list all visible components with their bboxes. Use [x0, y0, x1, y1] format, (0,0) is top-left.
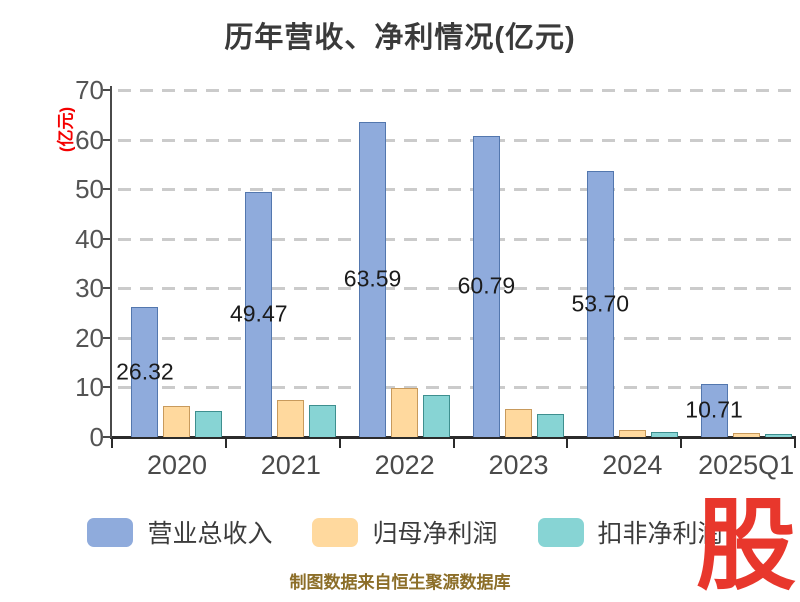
legend-label: 营业总收入 [147, 520, 273, 548]
legend-item-3[interactable]: 扣非净利润 [537, 514, 723, 550]
gridline-40 [118, 237, 795, 241]
bar-2021-series1 [277, 399, 305, 437]
y-tick-mark [103, 237, 112, 240]
legend-item-2[interactable]: 归母净利润 [312, 514, 498, 550]
y-tick-label-0: 0 [89, 422, 104, 452]
bar-2022-series1 [391, 388, 419, 437]
x-tick-mark [224, 439, 227, 448]
y-tick-mark [103, 89, 112, 91]
bar-2023-series0 [472, 135, 500, 437]
x-label-2020: 2020 [146, 450, 208, 480]
bar-2023-series2 [536, 413, 564, 437]
gridline-20 [118, 336, 795, 340]
gridline-60 [118, 138, 795, 142]
bar-2024-series1 [618, 429, 646, 437]
gridline-70 [118, 89, 795, 92]
legend-swatch-icon [87, 517, 134, 547]
y-tick-label-70: 70 [75, 75, 104, 105]
bar-value-label-2022: 63.59 [343, 265, 402, 292]
y-tick-mark [103, 188, 112, 191]
x-tick-mark [111, 439, 113, 448]
x-tick-mark [338, 439, 341, 448]
x-tick-mark [794, 439, 796, 448]
gridline-30 [118, 287, 795, 291]
stock-logo: 股 [696, 490, 796, 602]
legend-label: 扣非净利润 [597, 520, 723, 548]
plot-area: 26.32 49.47 63.59 60.79 53.70 10.71 [112, 89, 795, 437]
bar-value-label-2023: 60.79 [457, 272, 516, 299]
x-tick-mark [452, 439, 455, 448]
y-tick-label-20: 20 [75, 322, 104, 353]
bar-2022-series0 [359, 121, 387, 437]
bar-2024-series2 [650, 432, 678, 437]
x-label-2025Q1: 2025Q1 [698, 450, 795, 480]
bar-value-label-2020: 26.32 [116, 358, 174, 385]
x-tick-mark [566, 439, 569, 448]
y-tick-mark [103, 336, 112, 339]
legend-swatch-icon [312, 517, 359, 547]
y-tick-label-10: 10 [75, 372, 104, 403]
x-tick-mark [680, 439, 683, 448]
x-axis-line [110, 436, 796, 439]
y-tick-label-60: 60 [75, 124, 104, 155]
bar-2020-series2 [195, 411, 223, 437]
bar-2025Q1-series1 [732, 432, 760, 437]
bar-2021-series2 [309, 405, 337, 437]
bar-2021-series0 [245, 191, 273, 437]
legend-item-1[interactable]: 营业总收入 [87, 514, 272, 550]
y-tick-mark [103, 138, 112, 141]
legend: 营业总收入 归母净利润 扣非净利润 [0, 514, 800, 550]
x-label-2022: 2022 [374, 450, 435, 480]
x-label-2023: 2023 [488, 450, 549, 480]
x-label-2024: 2024 [602, 450, 663, 480]
bar-2020-series1 [163, 405, 191, 437]
y-tick-mark [103, 436, 112, 438]
legend-label: 归母净利润 [372, 520, 498, 548]
source-caption: 制图数据来自恒生聚源数据库 [289, 573, 511, 592]
gridline-10 [118, 386, 795, 390]
y-axis-line [110, 86, 112, 438]
bar-2024-series0 [586, 170, 614, 437]
legend-swatch-icon [537, 517, 584, 547]
y-tick-label-40: 40 [75, 223, 104, 254]
y-tick-label-50: 50 [75, 174, 104, 205]
bar-2020-series0 [131, 306, 159, 437]
bar-value-label-2021: 49.47 [229, 300, 288, 327]
chart-title: 历年营收、净利情况(亿元) [224, 22, 576, 54]
x-label-2021: 2021 [260, 450, 321, 480]
bar-2022-series2 [423, 394, 451, 437]
gridline-50 [118, 188, 795, 192]
y-tick-mark [103, 386, 112, 389]
y-tick-mark [103, 287, 112, 290]
bar-value-label-2024: 53.70 [571, 290, 630, 317]
bar-2025Q1-series2 [764, 434, 792, 437]
bar-2023-series1 [504, 409, 532, 437]
y-tick-label-30: 30 [75, 273, 104, 304]
bar-2025Q1-series0 [700, 383, 728, 437]
bar-value-label-2025Q1: 10.71 [685, 396, 743, 423]
